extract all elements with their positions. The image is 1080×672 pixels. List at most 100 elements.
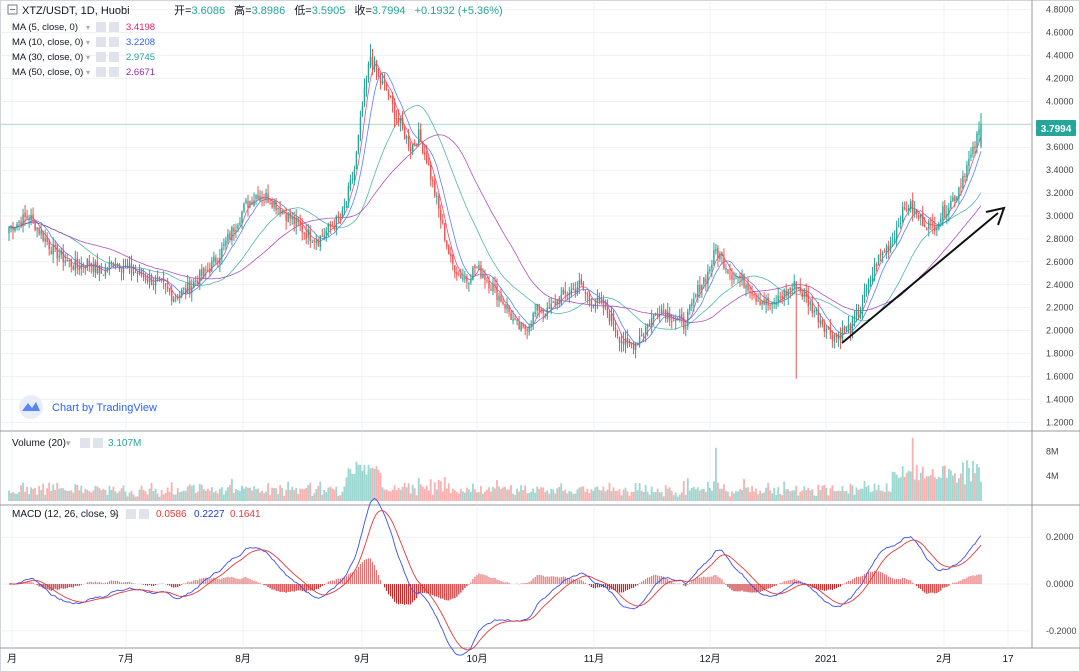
volume-bar xyxy=(827,495,830,501)
volume-bar xyxy=(94,486,97,501)
close-icon[interactable] xyxy=(109,37,119,47)
volume-bar xyxy=(168,491,171,501)
candle-body xyxy=(928,221,930,229)
settings-icon[interactable] xyxy=(96,37,106,47)
volume-bar xyxy=(243,488,245,501)
candle-body xyxy=(853,316,856,319)
volume-bar xyxy=(331,488,334,501)
candle-body xyxy=(142,275,145,277)
price-tick-label: 4.0000 xyxy=(1046,96,1074,106)
volume-bar xyxy=(245,486,247,501)
candle-body xyxy=(118,264,121,271)
candle-body xyxy=(50,250,52,254)
volume-bar xyxy=(941,466,944,501)
volume-bar xyxy=(66,490,69,501)
candle-body xyxy=(78,267,80,271)
price-tick-label: 3.6000 xyxy=(1046,142,1074,152)
branding-text: Chart by TradingView xyxy=(52,402,157,414)
price-tick-label: 1.4000 xyxy=(1046,394,1074,404)
candle-body xyxy=(313,240,315,242)
volume-bar xyxy=(391,489,394,501)
candle-body xyxy=(773,302,775,304)
candle-body xyxy=(389,95,392,97)
candle-body xyxy=(524,324,526,329)
volume-bar xyxy=(345,477,348,501)
candle-body xyxy=(598,297,601,302)
candle-body xyxy=(106,268,109,270)
volume-bar xyxy=(60,488,63,501)
volume-bar xyxy=(877,484,880,501)
candle-body xyxy=(785,291,787,296)
candle-body xyxy=(355,151,358,169)
settings-icon[interactable] xyxy=(96,22,106,32)
volume-bar xyxy=(737,491,739,501)
volume-bar xyxy=(367,464,370,501)
volume-bar xyxy=(725,490,727,501)
volume-bar xyxy=(634,483,637,501)
volume-bar xyxy=(375,466,378,501)
candle-body xyxy=(642,334,645,336)
close-icon[interactable] xyxy=(109,22,119,32)
candle-body xyxy=(283,211,285,214)
candle-body xyxy=(46,236,48,242)
candle-body xyxy=(683,317,685,330)
candle-body xyxy=(213,256,215,262)
volume-bar xyxy=(889,491,892,501)
volume-bar xyxy=(769,490,772,501)
volume-bar xyxy=(821,485,824,501)
candle-body xyxy=(207,269,209,271)
candle-body xyxy=(100,266,103,274)
candle-body xyxy=(654,313,657,315)
settings-icon[interactable] xyxy=(80,438,90,448)
volume-bar xyxy=(319,481,322,501)
candle-body xyxy=(136,272,139,275)
candle-body xyxy=(968,158,970,167)
settings-icon[interactable] xyxy=(126,509,136,519)
candle-body xyxy=(948,208,950,215)
volume-bar xyxy=(586,488,589,501)
tradingview-branding[interactable]: Chart by TradingView xyxy=(19,395,157,419)
candle-body xyxy=(608,313,611,322)
macd-tick-label: -0.2000 xyxy=(1046,626,1077,636)
candle-body xyxy=(867,279,870,289)
volume-bar xyxy=(405,487,408,501)
volume-bar xyxy=(867,485,870,501)
volume-bar xyxy=(136,496,139,501)
candle-body xyxy=(197,280,199,285)
close-icon[interactable] xyxy=(139,509,149,519)
candle-body xyxy=(612,313,615,326)
volume-bar xyxy=(612,487,615,501)
close-icon[interactable] xyxy=(109,52,119,62)
trend-arrow[interactable] xyxy=(841,206,1006,344)
candle-body xyxy=(179,294,181,297)
collapse-icon[interactable] xyxy=(7,4,18,15)
close-icon[interactable] xyxy=(93,438,103,448)
candle-body xyxy=(568,294,571,296)
candle-body xyxy=(873,263,876,275)
candle-body xyxy=(472,267,474,281)
volume-bar xyxy=(90,492,93,501)
candle-body xyxy=(586,293,589,295)
candle-body xyxy=(156,276,159,278)
candle-body xyxy=(827,327,830,329)
volume-bar xyxy=(355,461,358,501)
candle-body xyxy=(152,284,155,286)
candle-body xyxy=(241,211,243,223)
close-icon[interactable] xyxy=(109,67,119,77)
candle-body xyxy=(383,81,386,84)
ma-dropdown-icon: ▾ xyxy=(86,38,90,47)
candle-body xyxy=(934,225,936,232)
candle-body xyxy=(432,179,434,182)
macd-dropdown-icon: ▾ xyxy=(114,509,119,519)
settings-icon[interactable] xyxy=(96,67,106,77)
volume-bar xyxy=(494,488,496,501)
candlesticks xyxy=(8,44,982,379)
candle-body xyxy=(560,294,562,305)
volume-bar xyxy=(401,486,404,501)
candle-body xyxy=(767,297,769,306)
candle-body xyxy=(526,329,528,331)
settings-icon[interactable] xyxy=(96,52,106,62)
volume-bar xyxy=(522,490,525,501)
candle-body xyxy=(805,291,807,297)
